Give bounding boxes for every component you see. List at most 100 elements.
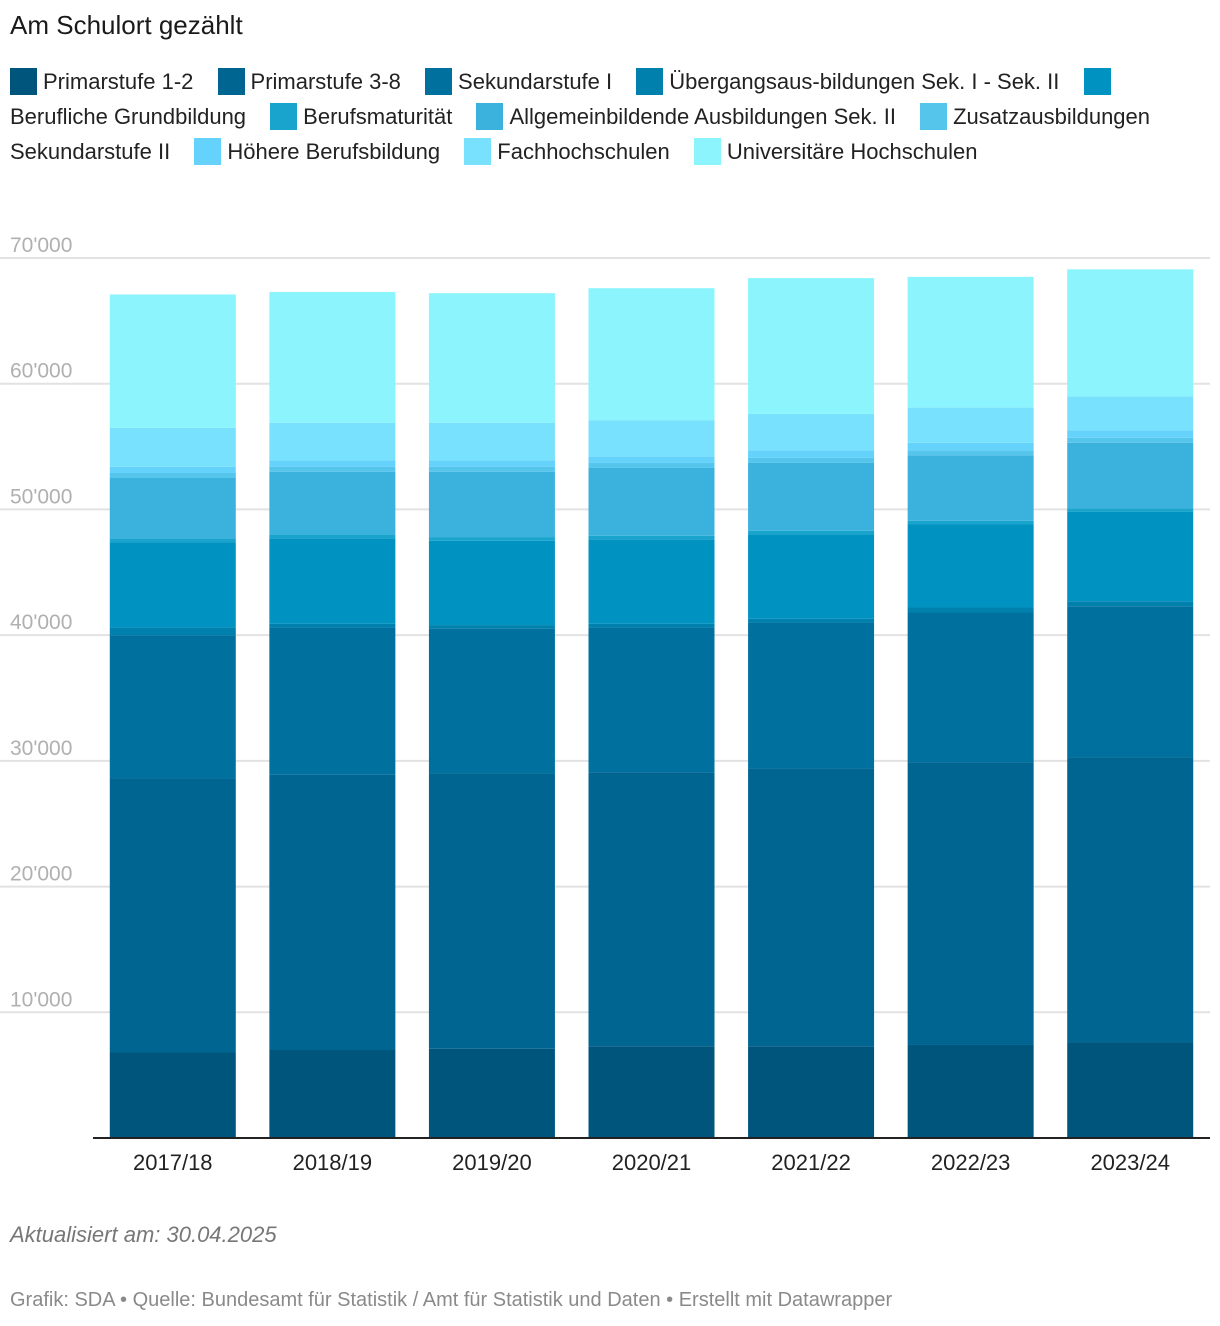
- bar-segment: [428, 466, 555, 472]
- legend-swatch: [693, 138, 721, 165]
- legend-item: Berufliche Grundbildung: [10, 68, 1117, 129]
- bar-segment: [588, 772, 715, 1047]
- bar-segment: [109, 478, 236, 539]
- legend-swatch: [636, 68, 664, 95]
- legend-label: Allgemeinbildende Ausbildungen Sek. II: [509, 104, 896, 129]
- bar-segment: [907, 612, 1034, 763]
- bar-segment: [748, 618, 875, 623]
- legend-swatch: [464, 138, 492, 165]
- bar-segment: [269, 623, 396, 628]
- bar-segment: [428, 625, 555, 629]
- y-tick-label: 50'000: [10, 485, 72, 508]
- bar-segment: [907, 276, 1034, 408]
- x-tick-label: 2018/19: [293, 1150, 373, 1175]
- legend-item: Berufsmaturität: [270, 103, 453, 130]
- bar-segment: [588, 627, 715, 773]
- bar-segment: [748, 1046, 875, 1138]
- bar-segment: [269, 460, 396, 467]
- bar-segment: [907, 607, 1034, 613]
- bar-segment: [1067, 601, 1194, 607]
- x-tick-label: 2021/22: [771, 1150, 851, 1175]
- bar-segment: [428, 773, 555, 1049]
- bar-segment: [1067, 396, 1194, 431]
- legend-swatch: [1083, 68, 1111, 95]
- bar-segment: [269, 466, 396, 472]
- legend-label: Berufliche Grundbildung: [10, 104, 247, 129]
- legend-swatch: [476, 103, 504, 130]
- bar-segment: [907, 407, 1034, 443]
- legend-swatch: [217, 68, 245, 95]
- x-tick-label: 2023/24: [1090, 1150, 1170, 1175]
- legend-item: Übergangsaus-bildungen Sek. I - Sek. II: [636, 68, 1060, 95]
- bar-segment: [109, 427, 236, 467]
- bar-segment: [748, 462, 875, 531]
- bar-segment: [109, 542, 236, 628]
- bar-segment: [588, 623, 715, 628]
- bar-segment: [588, 288, 715, 421]
- updated-note: Aktualisiert am: 30.04.2025: [10, 1222, 277, 1247]
- legend-swatch: [425, 68, 453, 95]
- bar-segment: [907, 520, 1034, 525]
- bar-segment: [907, 450, 1034, 456]
- legend-swatch: [10, 68, 37, 95]
- bar-segment: [428, 1048, 555, 1138]
- bar-segment: [109, 778, 236, 1053]
- legend-label: Übergangsaus-bildungen Sek. I - Sek. II: [669, 69, 1060, 94]
- bar-segment: [588, 462, 715, 468]
- bar-segment: [109, 635, 236, 779]
- bar-segment: [109, 538, 236, 543]
- bar-segment: [907, 455, 1034, 521]
- y-tick-label: 60'000: [10, 360, 72, 383]
- y-tick-label: 40'000: [10, 611, 72, 634]
- bar-segment: [428, 628, 555, 774]
- source-footer: Grafik: SDA • Quelle: Bundesamt für Stat…: [10, 1289, 893, 1311]
- y-tick-label: 20'000: [10, 863, 72, 886]
- legend-item: Zusatzausbildungen Sekundarstufe II: [10, 103, 1151, 164]
- bar-segment: [907, 762, 1034, 1045]
- bar-segment: [588, 1046, 715, 1138]
- bar-segment: [109, 627, 236, 636]
- legend-label: Fachhochschulen: [497, 139, 670, 164]
- bar-segment: [428, 537, 555, 541]
- bar-segment: [269, 471, 396, 535]
- bar-segment: [907, 442, 1034, 451]
- y-tick-label: 30'000: [10, 737, 72, 760]
- bar-segment: [269, 291, 396, 423]
- x-tick-label: 2020/21: [612, 1150, 692, 1175]
- legend-swatch: [194, 138, 222, 165]
- legend-label: Primarstufe 3-8: [250, 69, 401, 94]
- legend-label: Zusatzausbildungen Sekundarstufe II: [10, 104, 1151, 164]
- bar-segment: [588, 539, 715, 624]
- y-tick-label: 70'000: [10, 234, 72, 257]
- bar-segment: [109, 466, 236, 473]
- legend-label: Berufsmaturität: [303, 104, 453, 129]
- bar-segment: [269, 1050, 396, 1138]
- bar-segment: [109, 1052, 236, 1138]
- legend-label: Universitäre Hochschulen: [726, 139, 978, 164]
- bar-segment: [748, 457, 875, 463]
- x-tick-label: 2017/18: [133, 1150, 213, 1175]
- bar-segment: [109, 472, 236, 478]
- bar-segment: [1067, 757, 1194, 1043]
- chart-legend: Primarstufe 1-2 Primarstufe 3-8 Sekundar…: [10, 64, 1205, 169]
- bar-segment: [1067, 606, 1194, 758]
- bar-segment: [1067, 508, 1194, 512]
- bar-segment: [269, 774, 396, 1050]
- bar-segment: [428, 460, 555, 467]
- bar-segment: [748, 534, 875, 619]
- bar-segment: [428, 293, 555, 423]
- bar-segment: [748, 413, 875, 451]
- legend-item: Fachhochschulen: [464, 138, 670, 165]
- legend-item: Primarstufe 3-8: [217, 68, 401, 95]
- y-tick-label: 10'000: [10, 988, 72, 1011]
- bar-segment: [428, 471, 555, 538]
- bar-segment: [907, 524, 1034, 608]
- legend-label: Sekundarstufe I: [458, 69, 613, 94]
- bar-segment: [748, 450, 875, 458]
- bar-segment: [748, 530, 875, 535]
- legend-swatch: [270, 103, 298, 130]
- legend-item: Sekundarstufe I: [425, 68, 613, 95]
- legend-label: Höhere Berufsbildung: [227, 139, 441, 164]
- bar-segment: [588, 456, 715, 463]
- bar-segment: [748, 622, 875, 769]
